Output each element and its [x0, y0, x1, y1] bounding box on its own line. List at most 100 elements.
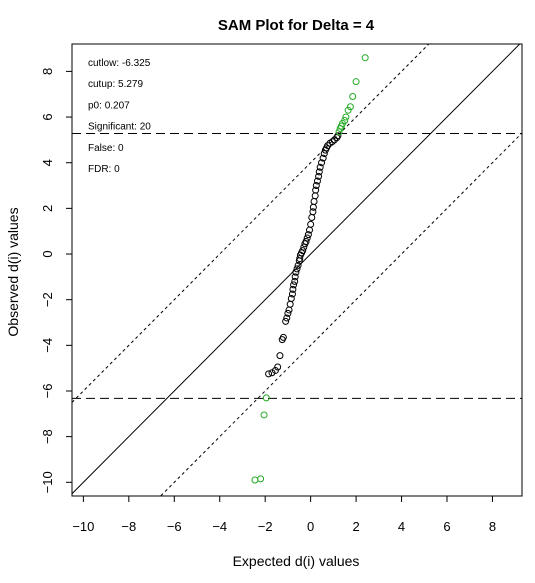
data-point [318, 159, 326, 167]
significant-point [335, 128, 343, 136]
x-tick-label: 0 [307, 519, 314, 534]
data-point [287, 295, 295, 303]
stat-value: 0.207 [105, 100, 130, 111]
y-tick-label: −2 [40, 292, 55, 307]
significant-point [251, 476, 259, 484]
stat-value: -6.325 [122, 58, 151, 69]
x-axis-ticks: −10 −8 −6 −4 −2 0 2 4 6 8 [72, 496, 496, 534]
data-point [308, 213, 316, 221]
stat-line: p0: 0.207 [88, 100, 130, 111]
data-point [304, 231, 312, 239]
data-point [293, 265, 301, 273]
stat-value: 5.279 [118, 79, 143, 90]
x-tick-label: 4 [398, 519, 405, 534]
x-tick-label: −8 [121, 519, 136, 534]
data-point [310, 198, 318, 206]
data-point [282, 317, 290, 325]
reference-lines [72, 44, 522, 496]
y-tick-label: 4 [40, 159, 55, 166]
data-point [285, 306, 293, 314]
data-point [283, 314, 291, 322]
data-point [292, 268, 300, 276]
y-axis-ticks: −10 −8 −6 −4 −2 0 2 4 6 8 [40, 68, 72, 493]
x-tick-label: 6 [443, 519, 450, 534]
lower-delta-line [159, 132, 522, 496]
y-tick-label: −4 [40, 338, 55, 353]
data-point [294, 261, 302, 269]
stats-legend: cutlow: -6.325 cutup: 5.279 p0: 0.207 Signi… [88, 58, 151, 175]
plot-frame [71, 43, 523, 497]
significant-point [344, 106, 352, 114]
significant-point [352, 78, 360, 86]
data-point [271, 366, 279, 374]
stat-line: cutlow: -6.325 [88, 58, 151, 69]
data-point [316, 163, 324, 171]
y-tick-label: 0 [40, 250, 55, 257]
data-point [290, 281, 298, 289]
data-point [300, 243, 308, 251]
chart-title: SAM Plot for Delta = 4 [218, 17, 375, 34]
y-tick-label: −6 [40, 384, 55, 399]
data-point [324, 142, 332, 150]
stat-line: FDR: 0 [88, 164, 120, 175]
x-tick-label: −6 [167, 519, 182, 534]
data-point [284, 309, 292, 317]
data-point [331, 136, 338, 144]
x-tick-label: 2 [352, 519, 359, 534]
stat-label: False: [88, 143, 118, 154]
data-point [313, 177, 321, 185]
upper-delta-line [72, 44, 430, 403]
x-tick-label: −10 [72, 519, 94, 534]
x-tick-label: −4 [212, 519, 227, 534]
x-tick-label: 8 [489, 519, 496, 534]
x-tick-label: −2 [258, 519, 273, 534]
significant-point [349, 93, 357, 101]
data-point [279, 333, 287, 341]
significant-point [260, 411, 268, 419]
data-point [303, 234, 311, 242]
data-point [307, 220, 315, 228]
stat-label: cutup: [88, 79, 118, 90]
data-point [319, 154, 327, 162]
y-tick-label: 8 [40, 68, 55, 75]
data-points [251, 54, 369, 484]
stat-label: p0: [88, 100, 105, 111]
stat-value: 20 [140, 122, 152, 133]
data-point [312, 182, 320, 190]
data-point [334, 132, 342, 140]
stat-label: Significant: [88, 122, 140, 133]
data-point [276, 352, 284, 360]
stat-value: 0 [114, 164, 120, 175]
y-axis-label: Observed d(i) values [5, 207, 21, 336]
data-point [286, 300, 294, 308]
data-point [289, 285, 297, 293]
y-tick-label: −10 [40, 471, 55, 493]
y-tick-label: −8 [40, 429, 55, 444]
significant-point [257, 475, 265, 483]
data-point [315, 168, 323, 176]
significant-point [342, 113, 350, 121]
data-point [309, 208, 317, 216]
significant-point [341, 116, 349, 124]
data-point [328, 138, 336, 146]
data-point [302, 237, 310, 245]
stat-label: cutlow: [88, 58, 122, 69]
data-point [265, 370, 273, 378]
significant-point [262, 394, 270, 402]
data-point [291, 277, 299, 285]
stat-line: Significant: 20 [88, 122, 151, 133]
y-tick-label: 6 [40, 113, 55, 120]
stat-line: cutup: 5.279 [88, 79, 143, 90]
significant-point [346, 103, 354, 111]
data-point [288, 290, 296, 298]
stat-value: 0 [118, 143, 124, 154]
stat-label: FDR: [88, 164, 114, 175]
identity-line [72, 44, 521, 495]
stat-line: False: 0 [88, 143, 124, 154]
data-point [274, 363, 282, 371]
data-point [299, 247, 307, 255]
data-point [315, 172, 323, 180]
data-point [320, 150, 328, 158]
data-point [311, 192, 319, 200]
